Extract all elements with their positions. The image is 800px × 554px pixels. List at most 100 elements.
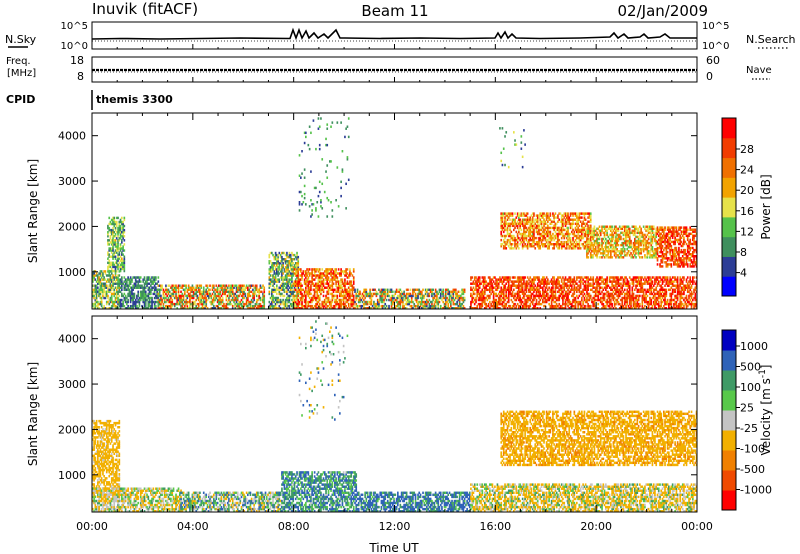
data-cell — [121, 251, 123, 254]
data-cell — [114, 272, 117, 275]
data-cell — [219, 307, 221, 310]
data-cell — [121, 216, 123, 220]
data-cell — [283, 294, 286, 298]
data-cell — [97, 290, 99, 294]
data-cell — [293, 290, 296, 294]
data-cell — [114, 228, 117, 232]
data-cell — [243, 302, 245, 306]
data-cell — [182, 307, 185, 310]
data-cell — [142, 280, 145, 283]
data-cell — [674, 288, 676, 292]
data-cell — [288, 307, 291, 310]
data-cell — [281, 276, 283, 279]
data-cell — [308, 272, 311, 275]
data-cell — [99, 286, 102, 289]
data-cell — [132, 307, 134, 310]
data-cell — [291, 264, 293, 267]
data-cell — [230, 294, 233, 298]
data-cell — [107, 296, 109, 300]
data-cell — [123, 255, 126, 258]
data-cell — [126, 282, 128, 285]
data-cell — [119, 218, 122, 222]
data-cell — [123, 298, 126, 302]
data-cell — [282, 302, 284, 306]
data-cell — [294, 255, 297, 259]
data-cell — [168, 294, 171, 298]
data-cell — [192, 302, 195, 306]
data-cell — [118, 302, 121, 306]
data-cell — [258, 296, 261, 300]
data-cell — [303, 274, 306, 277]
data-cell — [225, 290, 228, 294]
data-cell — [170, 307, 172, 310]
data-cell — [311, 276, 313, 279]
data-cell — [220, 284, 223, 287]
data-cell — [228, 294, 230, 298]
data-cell — [239, 300, 242, 304]
data-cell — [286, 278, 288, 281]
data-cell — [247, 286, 249, 289]
data-cell — [666, 298, 669, 302]
data-cell — [313, 284, 316, 287]
data-cell — [113, 220, 116, 224]
data-cell — [119, 302, 122, 306]
data-cell — [210, 296, 213, 300]
data-cell — [287, 255, 290, 259]
data-cell — [478, 278, 481, 281]
data-cell — [132, 284, 134, 287]
data-cell — [209, 288, 211, 292]
data-cell — [300, 307, 302, 310]
data-cell — [268, 272, 271, 275]
data-cell — [146, 278, 148, 281]
data-cell — [281, 268, 283, 271]
data-cell — [170, 286, 172, 289]
data-cell — [307, 280, 310, 283]
data-cell — [272, 274, 274, 277]
data-cell — [335, 282, 337, 285]
data-cell — [105, 284, 108, 287]
data-cell — [110, 263, 113, 267]
data-cell — [625, 276, 627, 279]
data-cell — [92, 280, 94, 283]
data-cell — [184, 292, 186, 296]
data-cell — [118, 222, 121, 226]
data-cell — [160, 307, 162, 310]
data-cell — [112, 237, 114, 240]
data-cell — [286, 282, 288, 285]
data-cell — [119, 298, 122, 302]
data-cell — [289, 286, 292, 289]
data-cell — [147, 278, 150, 281]
data-cell — [199, 298, 201, 302]
data-cell — [283, 251, 286, 255]
data-cell — [283, 304, 286, 308]
data-cell — [311, 304, 313, 308]
data-cell — [103, 288, 105, 292]
data-cell — [121, 247, 123, 250]
data-cell — [475, 276, 477, 279]
data-cell — [177, 292, 180, 296]
data-cell — [121, 259, 123, 262]
data-cell — [118, 280, 121, 283]
data-cell — [137, 307, 140, 310]
data-cell — [318, 302, 321, 306]
data-cell — [121, 288, 123, 292]
data-cell — [118, 300, 121, 304]
data-cell — [276, 284, 278, 287]
data-cell — [245, 286, 248, 289]
data-cell — [132, 298, 134, 302]
data-cell — [513, 247, 515, 250]
data-cell — [123, 286, 126, 289]
data-cell — [108, 259, 111, 262]
data-cell — [114, 226, 117, 230]
data-cell — [98, 302, 100, 306]
data-cell — [122, 245, 124, 248]
data-cell — [202, 307, 205, 310]
data-cell — [153, 288, 156, 292]
data-cell — [206, 307, 209, 310]
data-cell — [142, 290, 145, 294]
data-cell — [109, 241, 112, 244]
data-cell — [220, 302, 223, 306]
data-cell — [296, 270, 298, 273]
data-cell — [158, 284, 161, 287]
data-cell — [225, 304, 228, 308]
